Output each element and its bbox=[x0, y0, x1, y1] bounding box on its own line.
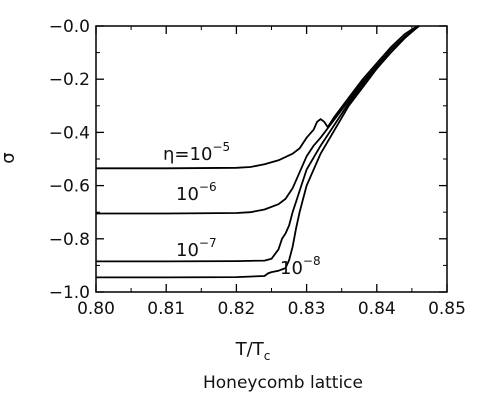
x-tick-label: 0.81 bbox=[147, 299, 185, 319]
x-tick-label: 0.83 bbox=[288, 299, 326, 319]
series-line-1e-8 bbox=[96, 25, 420, 279]
series-annotations: η=10−5 10−6 10−7 10−8 bbox=[163, 140, 321, 279]
series-line-1e-7 bbox=[96, 25, 420, 263]
x-tick-label: 0.84 bbox=[358, 299, 396, 319]
annotation-1e-6: 10−6 bbox=[176, 180, 217, 205]
series-lines bbox=[96, 25, 420, 279]
plot-area bbox=[95, 25, 448, 293]
x-tick-label: 0.82 bbox=[217, 299, 255, 319]
x-axis-label: T/Tc bbox=[235, 339, 271, 363]
y-tick-label: −0.4 bbox=[49, 123, 90, 143]
y-tick-label: −0.8 bbox=[49, 230, 90, 250]
plot-frame bbox=[95, 25, 448, 293]
y-tick-label: −0.0 bbox=[49, 17, 90, 37]
y-tick-label: −1.0 bbox=[49, 283, 90, 303]
annotation-eta-1e-5: η=10−5 bbox=[163, 140, 230, 165]
annotation-1e-8: 10−8 bbox=[280, 254, 321, 279]
series-line-1e-6 bbox=[96, 25, 420, 215]
series-line-eta-1e-5 bbox=[96, 25, 420, 170]
y-tick-label: −0.2 bbox=[49, 70, 90, 90]
x-tick-label: 0.85 bbox=[428, 299, 466, 319]
y-axis-label: σ bbox=[0, 152, 19, 163]
chart-caption: Honeycomb lattice bbox=[203, 373, 363, 393]
y-tick-label: −0.6 bbox=[49, 177, 90, 197]
x-tick-label: 0.80 bbox=[77, 299, 115, 319]
annotation-1e-7: 10−7 bbox=[176, 236, 217, 261]
y-axis: −1.0 −0.8 −0.6 −0.4 −0.2 −0.0 bbox=[49, 17, 447, 303]
x-axis: 0.80 0.81 0.82 0.83 0.84 0.85 bbox=[77, 26, 466, 319]
